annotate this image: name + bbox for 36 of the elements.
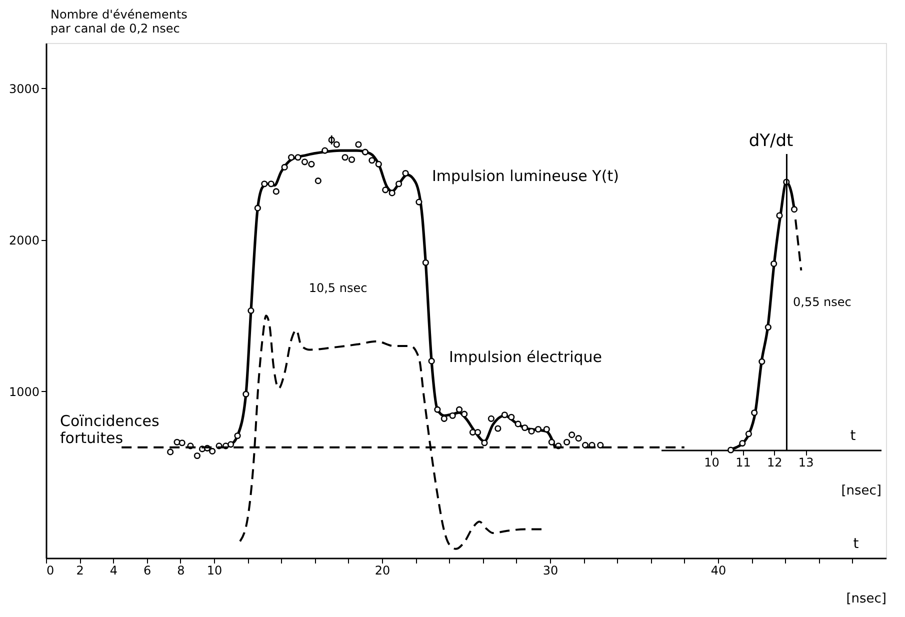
x-tick-label: 12: [767, 456, 782, 470]
x-tick-label: 8: [177, 564, 185, 578]
point: [770, 260, 778, 268]
y-tick-label: 1000: [8, 384, 40, 399]
x-tick-label: 4: [110, 564, 118, 578]
annotation: t: [853, 536, 860, 552]
annotation: Impulsion lumineuse Y(t): [432, 167, 619, 185]
point: [745, 430, 752, 438]
annotation: 0,55 nsec: [793, 295, 852, 309]
annotation: 10,5 nsec: [308, 281, 368, 295]
x-axis-title: [nsec]: [841, 484, 882, 498]
point: [727, 446, 734, 454]
x-tick-label: 10: [206, 564, 222, 578]
y-axis-title: Nombre d'événements par canal de 0,2 nsec: [50, 8, 188, 36]
y-tick-label: 3000: [8, 82, 40, 96]
x-tick-label: 40: [710, 564, 726, 578]
y-axis-title: dY/dt: [748, 131, 794, 151]
x-axis-title: [nsec]: [846, 592, 886, 606]
annotation: t: [850, 428, 856, 444]
annotation: Impulsion électrique: [449, 348, 602, 366]
x-tick-label: 11: [736, 456, 751, 470]
point: [790, 206, 798, 213]
x-tick-label: 13: [798, 456, 814, 470]
point: [751, 409, 758, 416]
point: [739, 440, 746, 447]
point: [758, 358, 766, 365]
point: [764, 324, 772, 331]
y-tick-label: 2000: [8, 233, 40, 248]
point: [776, 212, 783, 219]
x-tick-label: 2: [76, 564, 84, 578]
x-tick-label: 6: [143, 564, 152, 578]
x-tick-label: 20: [374, 564, 390, 578]
x-tick-label: 30: [542, 564, 558, 578]
x-tick-label: 0: [46, 564, 54, 578]
x-tick-label: 10: [704, 456, 720, 470]
annotation: Coïncidences fortuites: [60, 412, 160, 447]
